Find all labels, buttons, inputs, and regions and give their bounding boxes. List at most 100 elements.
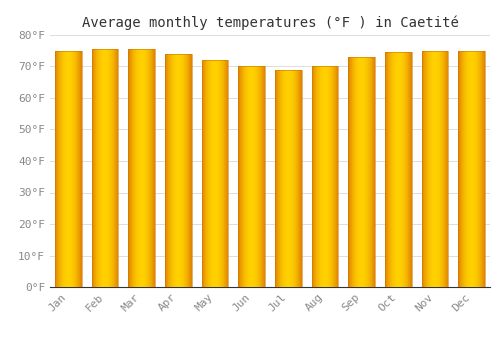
Bar [427, 51, 428, 287]
Bar [262, 66, 263, 287]
Bar [464, 51, 465, 287]
Bar [411, 52, 412, 287]
Bar [206, 60, 207, 287]
Bar [336, 66, 337, 287]
Bar [137, 49, 138, 287]
Bar [441, 51, 442, 287]
Bar [433, 51, 434, 287]
Bar [69, 51, 70, 287]
Bar [248, 66, 249, 287]
Bar [330, 66, 331, 287]
Bar [437, 51, 438, 287]
Bar [319, 66, 320, 287]
Bar [252, 66, 253, 287]
Bar [476, 51, 477, 287]
Bar [149, 49, 150, 287]
Bar [74, 51, 75, 287]
Bar [333, 66, 334, 287]
Bar [240, 66, 241, 287]
Bar [152, 49, 153, 287]
Bar [71, 51, 72, 287]
Bar [321, 66, 322, 287]
Bar [352, 57, 353, 287]
Bar [320, 66, 321, 287]
Bar [180, 54, 181, 287]
Bar [255, 66, 256, 287]
Bar [109, 49, 110, 287]
Bar [315, 66, 316, 287]
Bar [317, 66, 318, 287]
Bar [66, 51, 67, 287]
Bar [332, 66, 333, 287]
Bar [334, 66, 335, 287]
Bar [70, 51, 71, 287]
Bar [422, 51, 448, 287]
Bar [105, 49, 106, 287]
Bar [225, 60, 226, 287]
Bar [174, 54, 175, 287]
Bar [461, 51, 462, 287]
Bar [385, 52, 411, 287]
Bar [103, 49, 104, 287]
Bar [130, 49, 131, 287]
Bar [93, 49, 94, 287]
Bar [471, 51, 472, 287]
Bar [108, 49, 109, 287]
Bar [482, 51, 483, 287]
Bar [430, 51, 431, 287]
Bar [458, 51, 485, 287]
Bar [145, 49, 146, 287]
Bar [466, 51, 467, 287]
Bar [337, 66, 338, 287]
Bar [391, 52, 392, 287]
Bar [239, 66, 240, 287]
Bar [172, 54, 173, 287]
Bar [372, 57, 373, 287]
Bar [257, 66, 258, 287]
Bar [61, 51, 62, 287]
Bar [314, 66, 315, 287]
Bar [436, 51, 437, 287]
Bar [79, 51, 80, 287]
Bar [245, 66, 246, 287]
Bar [243, 66, 244, 287]
Bar [348, 57, 349, 287]
Bar [176, 54, 177, 287]
Bar [353, 57, 354, 287]
Bar [138, 49, 139, 287]
Bar [72, 51, 73, 287]
Bar [481, 51, 482, 287]
Bar [298, 70, 299, 287]
Bar [293, 70, 294, 287]
Bar [301, 70, 302, 287]
Bar [407, 52, 408, 287]
Bar [253, 66, 254, 287]
Bar [153, 49, 154, 287]
Bar [216, 60, 217, 287]
Bar [440, 51, 441, 287]
Bar [202, 60, 228, 287]
Bar [394, 52, 395, 287]
Bar [480, 51, 481, 287]
Bar [463, 51, 464, 287]
Bar [208, 60, 209, 287]
Bar [140, 49, 141, 287]
Bar [404, 52, 405, 287]
Bar [398, 52, 399, 287]
Bar [204, 60, 205, 287]
Bar [128, 49, 155, 287]
Bar [78, 51, 79, 287]
Bar [484, 51, 485, 287]
Bar [114, 49, 115, 287]
Bar [189, 54, 190, 287]
Bar [144, 49, 145, 287]
Bar [173, 54, 174, 287]
Bar [129, 49, 130, 287]
Bar [360, 57, 361, 287]
Bar [367, 57, 368, 287]
Bar [102, 49, 103, 287]
Bar [183, 54, 184, 287]
Bar [223, 60, 224, 287]
Bar [188, 54, 189, 287]
Bar [92, 49, 118, 287]
